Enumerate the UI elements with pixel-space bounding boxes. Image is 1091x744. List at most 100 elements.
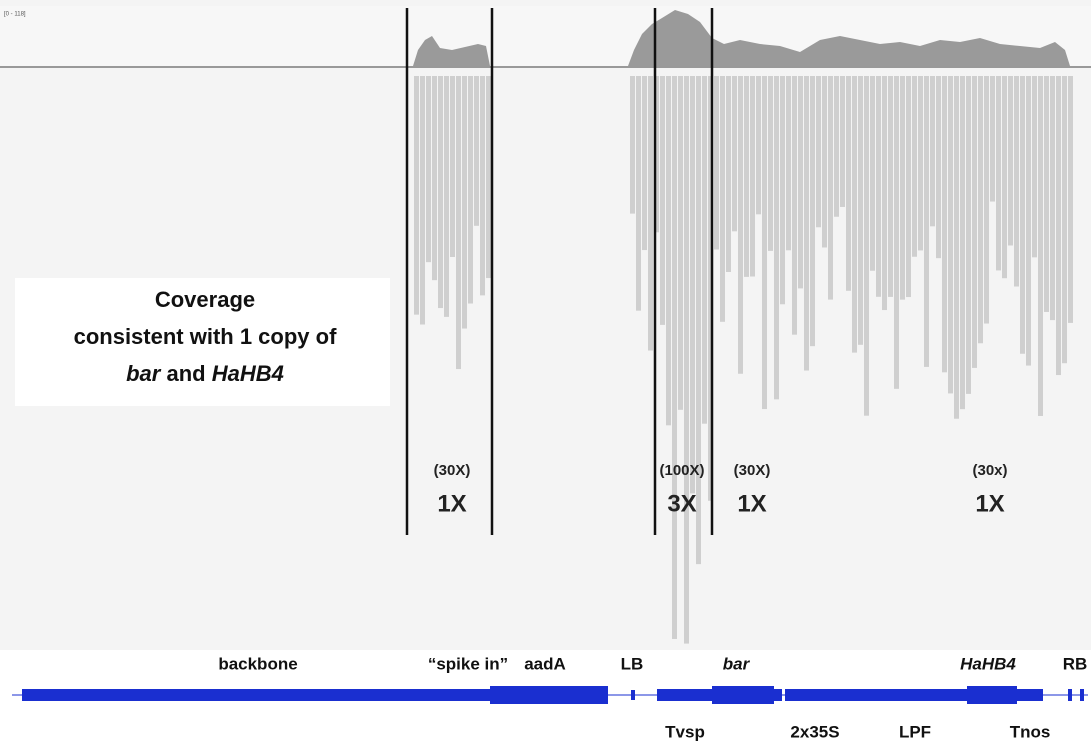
feature-label: HaHB4: [960, 654, 1016, 673]
read-stack: [900, 76, 905, 300]
read-stack: [438, 76, 443, 308]
read-stack: [744, 76, 749, 277]
read-stack: [822, 76, 827, 247]
read-stack: [738, 76, 743, 374]
copy-label: 3X: [667, 490, 696, 517]
read-stack: [1014, 76, 1019, 287]
coverage-label: (30x): [972, 462, 1007, 479]
feature: [1080, 689, 1084, 701]
genome-view: [0 - 118] Coverage consistent with 1 cop…: [0, 0, 1091, 744]
conjunction: and: [166, 361, 205, 386]
read-stack: [486, 76, 491, 278]
read-stack: [936, 76, 941, 258]
read-stack: [780, 76, 785, 304]
read-stack: [888, 76, 893, 297]
read-stack: [960, 76, 965, 409]
read-stack: [432, 76, 437, 280]
read-stack: [444, 76, 449, 317]
read-stack: [750, 76, 755, 277]
read-stack: [630, 76, 635, 214]
read-stack: [1056, 76, 1061, 375]
read-stack: [834, 76, 839, 217]
read-stack: [756, 76, 761, 214]
read-stack: [720, 76, 725, 322]
feature: [967, 686, 1017, 704]
read-stack: [954, 76, 959, 419]
gene-name: bar: [126, 361, 162, 386]
read-stack: [924, 76, 929, 367]
read-stack: [1050, 76, 1055, 320]
read-stack: [636, 76, 641, 311]
read-stack: [426, 76, 431, 262]
feature-label: 2x35S: [790, 722, 839, 741]
read-stack: [684, 76, 689, 644]
read-stack: [792, 76, 797, 335]
feature-label: LPF: [899, 722, 931, 741]
read-stack: [930, 76, 935, 226]
feature-label: “spike in”: [428, 654, 508, 673]
read-stack: [906, 76, 911, 297]
read-stack: [696, 76, 701, 564]
copy-label: 1X: [975, 490, 1004, 517]
copy-label: 1X: [437, 490, 466, 517]
read-stack: [984, 76, 989, 324]
annotation-line: Coverage: [155, 287, 255, 312]
annotation-line: bar and HaHB4: [126, 361, 284, 386]
read-stack: [1020, 76, 1025, 354]
feature-label: LB: [621, 654, 644, 673]
read-stack: [690, 76, 695, 493]
read-stack: [462, 76, 467, 329]
coverage-label: (30X): [434, 462, 471, 479]
read-stack: [714, 76, 719, 249]
read-stack: [870, 76, 875, 271]
read-stack: [702, 76, 707, 424]
read-stack: [1062, 76, 1067, 363]
read-stack: [420, 76, 425, 325]
read-stack: [678, 76, 683, 410]
read-stack: [1008, 76, 1013, 245]
read-stack: [480, 76, 485, 295]
read-stack: [1026, 76, 1031, 366]
feature: [712, 686, 774, 704]
feature-label: backbone: [218, 654, 297, 673]
read-stack: [852, 76, 857, 353]
read-stack: [966, 76, 971, 394]
screenshot: [0 - 118] Coverage consistent with 1 cop…: [0, 0, 1091, 744]
read-stack: [1044, 76, 1049, 312]
read-stack: [996, 76, 1001, 270]
read-stack: [972, 76, 977, 368]
range-label: [0 - 118]: [4, 12, 26, 18]
coverage-label: (30X): [734, 462, 771, 479]
read-stack: [666, 76, 671, 425]
read-stack: [726, 76, 731, 272]
feature-label: bar: [723, 654, 751, 673]
read-stack: [918, 76, 923, 250]
read-stack: [414, 76, 419, 315]
feature-label: aadA: [524, 654, 566, 673]
read-stack: [990, 76, 995, 202]
read-stack: [978, 76, 983, 343]
gene-name: HaHB4: [212, 361, 284, 386]
read-stack: [768, 76, 773, 251]
read-stack: [474, 76, 479, 226]
read-stack: [786, 76, 791, 250]
feature: [490, 686, 608, 704]
read-stack: [762, 76, 767, 409]
read-stack: [810, 76, 815, 346]
feature-label: Tvsp: [665, 722, 705, 741]
read-stack: [1032, 76, 1037, 257]
read-stack: [864, 76, 869, 416]
read-stack: [804, 76, 809, 371]
copy-label: 1X: [737, 490, 766, 517]
read-stack: [1002, 76, 1007, 278]
read-stack: [882, 76, 887, 310]
read-stack: [660, 76, 665, 325]
read-stack: [648, 76, 653, 351]
read-stack: [450, 76, 455, 257]
read-stack: [798, 76, 803, 288]
annotation-line: consistent with 1 copy of: [74, 324, 337, 349]
read-stack: [948, 76, 953, 393]
read-stack: [732, 76, 737, 231]
read-stack: [840, 76, 845, 207]
read-stack: [642, 76, 647, 250]
